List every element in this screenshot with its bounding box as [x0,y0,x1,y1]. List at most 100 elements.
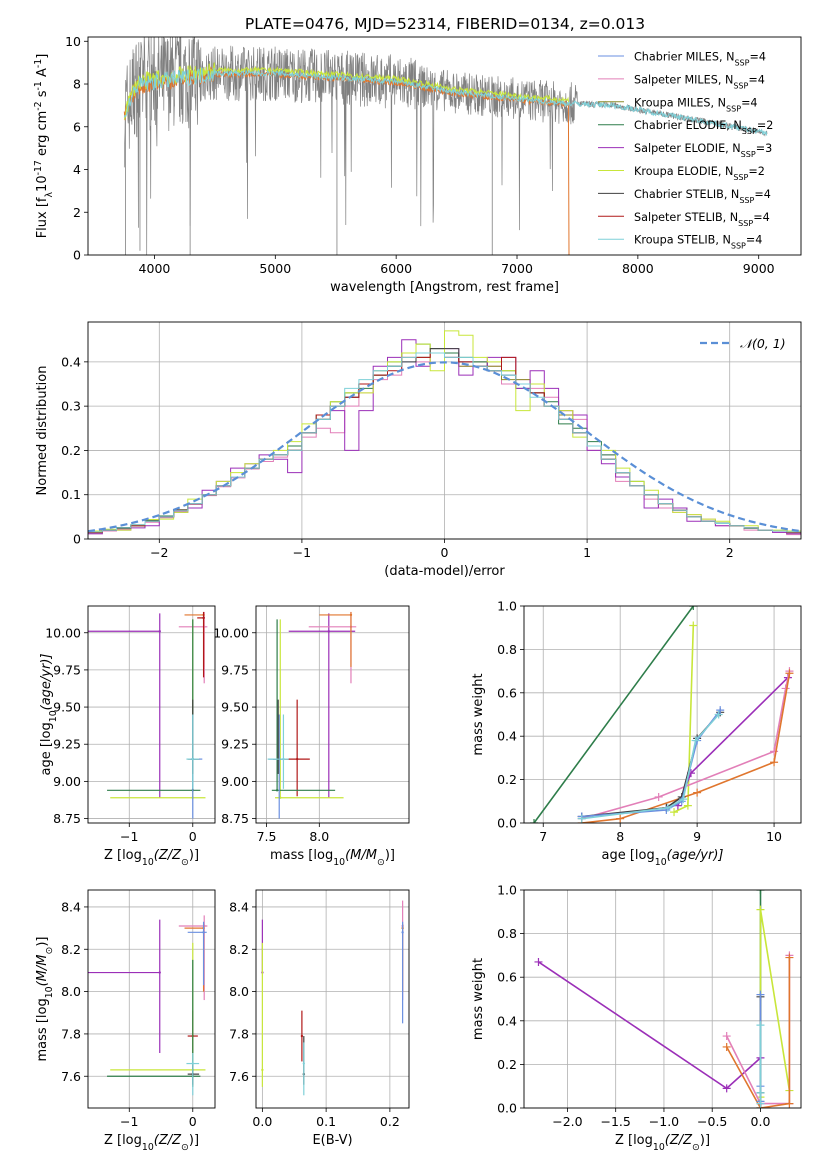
y-tick-label: 10.00 [213,625,249,640]
weight-marker [577,814,586,823]
model-spectrum-line [123,67,768,136]
plot-area [530,606,794,823]
weight-marker [785,669,794,678]
data-point [202,931,205,934]
y-tick-label: 4 [73,162,81,177]
weight-marker [756,905,765,914]
x-tick-label: 0 [441,545,449,560]
axes-frame [87,36,802,256]
y-tick-label: 8.2 [61,942,81,957]
y-tick-label: 10.00 [45,625,81,640]
normal-curve [88,361,801,533]
x-tick-label: 9 [693,829,701,844]
weight-marker [530,819,539,823]
data-point [282,757,285,761]
plot-area [261,900,404,1096]
panel-age-mass: 7.5 8.0 8.75 9.00 9.25 9.50 9.75 10.00 mass [log… [213,605,410,868]
weight-series-line [538,961,762,1090]
x-tick-label: −2 [150,545,168,560]
y-tick-label: 7.8 [61,1026,81,1041]
y-tick-label: 8.0 [61,984,81,999]
y-tick-label: 0.6 [497,970,517,985]
plot-area [267,611,357,819]
x-tick-label: 10 [766,829,782,844]
y-tick-label: 8.4 [61,899,81,914]
weight-series-line [677,677,789,806]
x-tick-label: 7000 [501,261,533,276]
x-tick-label: 9000 [743,261,775,276]
panel-mass-ebv: 0.0 0.1 0.2 7.6 7.8 8.0 8.2 8.4 E(B-V) [229,889,410,1148]
axes-frame [87,605,216,824]
weight-marker [722,1084,731,1093]
data-point [295,757,299,761]
x-tick-label: 0.2 [380,1114,400,1129]
model-spectrum-line [123,62,570,120]
x-tick-label: 2 [726,545,734,560]
axes-frame [255,605,410,824]
figure-title: PLATE=0476, MJD=52314, FIBERID=0134, z=0… [245,15,645,33]
legend-label: Chabrier STELIB, NSSP=4 [634,188,771,205]
weight-marker [616,814,625,823]
legend: 𝒩(0, 1) [700,336,786,351]
x-tick-label: 6000 [380,261,412,276]
panel-mass-Z: −1 0 7.6 7.8 8.0 8.2 8.4 Z [log10(Z/Z⊙)] mass [l… [35,889,216,1153]
x-tick-label: −1.0 [649,1114,679,1129]
weight-marker [670,808,679,817]
y-tick-label: 0.8 [497,926,517,941]
x-tick-label: 0.0 [252,1114,272,1129]
panel-residuals: −2 −1 0 1 2 0 0.1 0.2 0.3 0.4 (data-model)/error No… [35,321,802,579]
y-tick-label: 9.25 [221,737,249,752]
y-tick-label: 9.50 [221,700,249,715]
legend: Chabrier MILES, NSSP=4 Salpeter MILES, NS… [598,51,773,250]
panel-spectrum: 4000 5000 6000 7000 8000 9000 0 2 4 6 8 10 wavelengt… [33,34,802,295]
x-axis-label: Z [log10(Z/Z⊙)] [104,848,199,868]
x-axis-label: E(B-V) [312,1133,352,1148]
axes-frame [87,321,802,540]
weight-marker [716,706,725,715]
data-point [158,630,161,633]
y-tick-label: 0 [73,532,81,547]
plot-area [88,330,801,536]
axes-frame [255,889,410,1109]
histogram-series [88,352,801,533]
x-axis-label: age [log10(age/yr)] [602,848,724,868]
data-point [275,789,279,792]
y-tick-label: 9.00 [53,774,81,789]
panel-age-Z: −1 0 8.75 9.00 9.25 9.50 9.75 10.00 Z [log10(Z/Z… [39,605,216,868]
plot-area [123,37,768,255]
x-axis-label: wavelength [Angstrom, rest frame] [330,280,559,295]
weight-marker [756,1088,765,1097]
data-point [202,616,205,620]
weight-marker [722,1032,731,1041]
x-tick-label: 4000 [139,261,171,276]
y-axis-label: mass [log10(M/M⊙)] [35,937,55,1062]
x-tick-label: 8000 [622,261,654,276]
y-axis-label: mass weight [471,958,486,1040]
x-axis-label: mass [log10(M/M⊙)] [270,848,395,868]
axes-frame [523,605,802,824]
data-point [191,757,194,761]
weight-marker [689,621,698,630]
weight-marker [785,953,794,962]
x-tick-label: −1 [120,1114,138,1129]
x-tick-label: 7.5 [257,829,277,844]
y-tick-label: 8.75 [53,811,81,826]
weight-marker [722,1042,731,1051]
y-tick-label: 10 [65,34,81,49]
x-tick-label: 0 [189,829,197,844]
weight-series-line [759,909,791,1098]
plot-area [88,611,208,819]
x-tick-label: 0.0 [751,1114,771,1129]
weight-marker [679,795,688,804]
y-tick-label: 6 [73,119,81,134]
weight-series-line [533,606,694,823]
legend-label: Salpeter MILES, NSSP=4 [634,73,765,90]
weight-marker [756,1099,765,1108]
y-tick-label: 0.4 [61,354,81,369]
legend-label: Kroupa ELODIE, NSSP=2 [634,165,765,182]
y-axis-label: mass weight [471,673,486,755]
plot-area [88,915,208,1096]
axes-frame [523,889,802,1109]
x-tick-label: 7 [539,829,547,844]
weight-marker [683,801,692,810]
